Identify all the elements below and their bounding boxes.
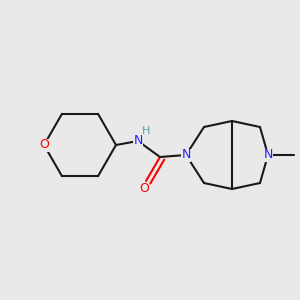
Text: H: H xyxy=(142,126,150,136)
Text: O: O xyxy=(139,182,149,196)
Text: N: N xyxy=(263,148,273,161)
Text: N: N xyxy=(181,148,191,161)
Text: N: N xyxy=(181,148,191,161)
Text: N: N xyxy=(133,134,143,148)
Text: O: O xyxy=(39,139,49,152)
